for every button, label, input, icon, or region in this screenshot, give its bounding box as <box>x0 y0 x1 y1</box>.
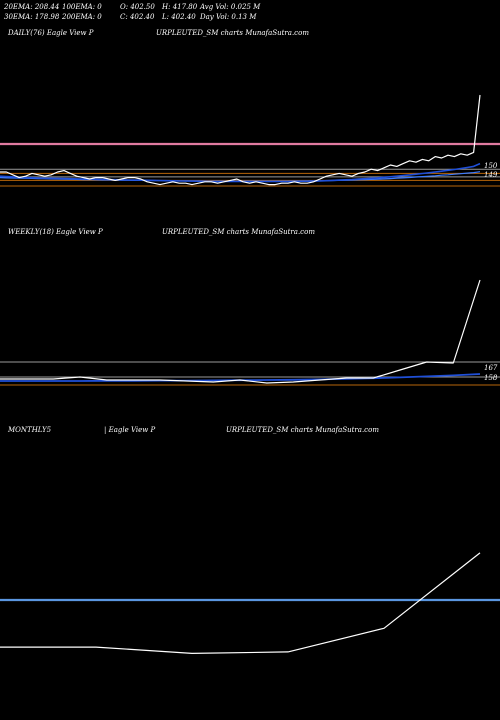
daily-series-1 <box>0 162 481 183</box>
stat-close: C: 402.40 <box>120 13 155 21</box>
weekly-tick-upper: 167 <box>484 364 498 372</box>
stat-20ema: 20EMA: 208.44 <box>4 3 60 11</box>
stat-low: L: 402.40 <box>162 13 196 21</box>
stat-open: O: 402.50 <box>120 3 155 11</box>
daily-series-0 <box>0 94 481 186</box>
monthly-source: URPLEUTED_SM charts MunafaSutra.com <box>226 426 379 434</box>
stat-100ema: 100EMA: 0 <box>62 3 102 11</box>
monthly-series-0 <box>0 552 481 654</box>
weekly-series-0 <box>0 279 481 384</box>
stat-avg-vol: Avg Vol: 0.025 M <box>200 3 261 11</box>
stat-30ema: 30EMA: 178.98 <box>4 13 60 21</box>
weekly-title: WEEKLY(18) Eagle View P <box>8 228 103 236</box>
monthly-chart <box>0 552 500 654</box>
daily-tick-upper: 150 <box>484 162 498 170</box>
weekly-tick-lower: 158 <box>484 374 498 382</box>
weekly-chart <box>0 279 500 386</box>
stat-200ema: 200EMA: 0 <box>62 13 102 21</box>
monthly-title: MONTHLY5 <box>8 426 52 434</box>
stat-high: H: 417.80 <box>162 3 198 11</box>
daily-chart <box>0 94 500 187</box>
stat-day-vol: Day Vol: 0.13 M <box>200 13 257 21</box>
weekly-source: URPLEUTED_SM charts MunafaSutra.com <box>162 228 315 236</box>
daily-source: URPLEUTED_SM charts MunafaSutra.com <box>156 29 309 37</box>
daily-tick-lower: 149 <box>484 171 498 179</box>
daily-title: DAILY(76) Eagle View P <box>8 29 94 37</box>
monthly-title-suffix: | Eagle View P <box>104 426 156 434</box>
